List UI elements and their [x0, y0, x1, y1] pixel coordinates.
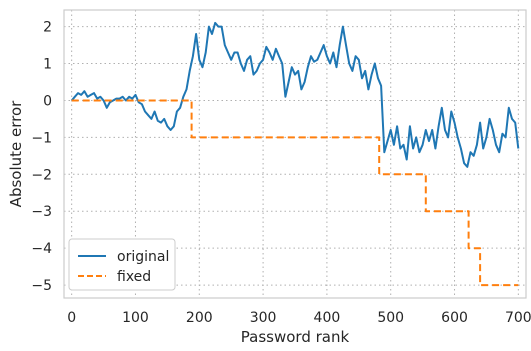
y-tick-labels: 2 1 0 −1 −2 −3 −4 −5: [31, 20, 52, 294]
series-line-fixed: [71, 99, 519, 287]
y-tick-label: −2: [31, 167, 52, 183]
x-axis-label: Password rank: [241, 328, 350, 346]
x-tick-label: 500: [377, 310, 404, 326]
y-tick-label: −1: [31, 130, 52, 146]
x-tick-label: 700: [505, 310, 531, 326]
legend-label-fixed: fixed: [117, 269, 151, 285]
legend-box: [68, 238, 176, 291]
x-tick-label: 100: [122, 310, 149, 326]
series-layer: [70, 21, 520, 287]
x-tick-label: 400: [314, 310, 341, 326]
y-tick-label: −3: [31, 204, 52, 220]
y-tick-label: 0: [43, 93, 52, 109]
series-line-original: [70, 21, 520, 168]
y-axis-label: Absolute error: [7, 100, 25, 207]
x-tick-label: 200: [186, 310, 213, 326]
y-tick-label: −5: [31, 278, 52, 294]
plot-frame: [63, 9, 527, 299]
y-tick-label: −4: [31, 241, 52, 257]
legend: original fixed: [68, 238, 176, 291]
legend-label-original: original: [117, 249, 169, 265]
y-tick-label: 1: [43, 57, 52, 73]
x-tick-label: 0: [67, 310, 76, 326]
x-tick-labels: 0 100 200 300 400 500 600 700: [67, 310, 531, 326]
x-tick-label: 300: [250, 310, 277, 326]
x-tick-label: 600: [441, 310, 468, 326]
y-tick-label: 2: [43, 20, 52, 36]
